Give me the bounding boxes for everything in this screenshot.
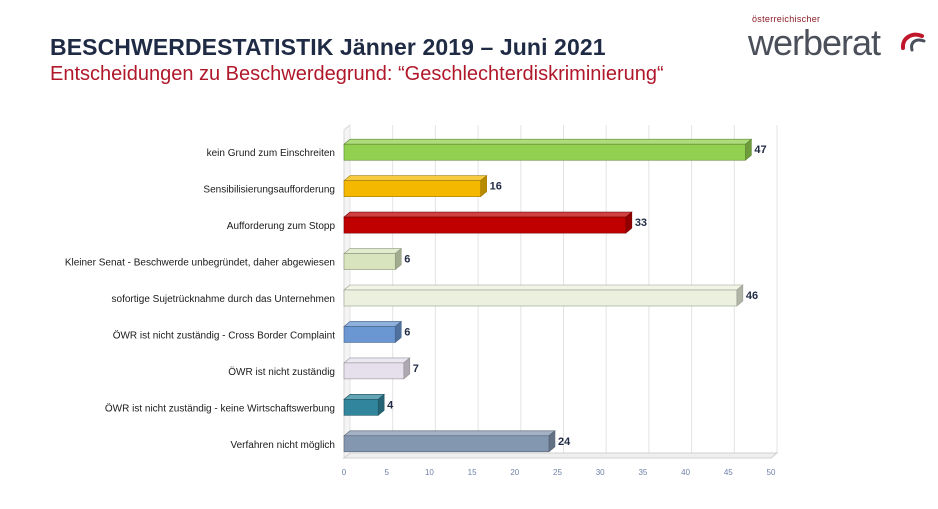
data-label: 7 [413, 363, 419, 375]
bar [343, 253, 396, 270]
category-label: ÖWR ist nicht zuständig - Cross Border C… [113, 329, 336, 341]
category-label: Aufforderung zum Stopp [227, 221, 336, 232]
bar-top-face [343, 321, 403, 327]
category-label: sofortige Sujetrücknahme durch das Unter… [112, 294, 335, 305]
bar [343, 399, 379, 416]
data-label: 16 [490, 181, 502, 193]
x-tick-label: 20 [510, 468, 519, 477]
data-label: 46 [746, 290, 758, 302]
werberat-logo: österreichischer werberat [748, 14, 930, 64]
x-tick-label: 5 [384, 468, 389, 477]
category-label: Verfahren nicht möglich [230, 440, 335, 451]
x-tick-label: 10 [425, 468, 434, 477]
data-label: 4 [387, 399, 394, 411]
data-label: 33 [635, 217, 647, 229]
x-tick-label: 30 [596, 468, 605, 477]
x-tick-label: 25 [553, 468, 562, 477]
x-tick-label: 0 [342, 468, 347, 477]
category-label: Kleiner Senat - Beschwerde unbegründet, … [65, 258, 335, 269]
bar-top-face [343, 211, 633, 218]
x-tick-label: 50 [767, 468, 776, 477]
bar [343, 362, 405, 380]
bar-top-face [343, 138, 753, 145]
bar-top-face [343, 248, 403, 254]
bar [343, 180, 481, 197]
data-label: 24 [558, 436, 571, 448]
logo-brand-text: werberat [748, 22, 881, 63]
x-tick-label: 35 [638, 468, 647, 477]
bar [343, 143, 746, 161]
bar-top-face [343, 175, 488, 181]
bar [343, 289, 738, 307]
swoosh-icon [900, 32, 926, 52]
category-label: kein Grund zum Einschreiten [207, 148, 335, 159]
bar [343, 435, 550, 453]
bar-top-face [343, 357, 411, 364]
category-label: ÖWR ist nicht zuständig - keine Wirtscha… [105, 402, 335, 414]
data-label: 47 [754, 144, 766, 156]
bar-top-face [343, 394, 385, 400]
logo-small-text: österreichischer [752, 14, 821, 24]
bar-top-face [343, 430, 556, 437]
category-label: Sensibilisierungsaufforderung [203, 185, 335, 196]
x-tick-label: 15 [468, 468, 477, 477]
data-label: 6 [404, 254, 410, 266]
chart-floor [342, 452, 779, 459]
data-label: 6 [404, 326, 410, 338]
chart-title: BESCHWERDESTATISTIK Jänner 2019 – Juni 2… [50, 34, 606, 60]
bar [343, 326, 396, 343]
x-tick-label: 40 [681, 468, 690, 477]
chart-subtitle: Entscheidungen zu Beschwerdegrund: “Gesc… [50, 63, 664, 85]
x-tick-label: 45 [724, 468, 733, 477]
bar [343, 216, 627, 234]
category-label: ÖWR ist nicht zuständig [228, 366, 335, 378]
bar-top-face [343, 284, 744, 291]
